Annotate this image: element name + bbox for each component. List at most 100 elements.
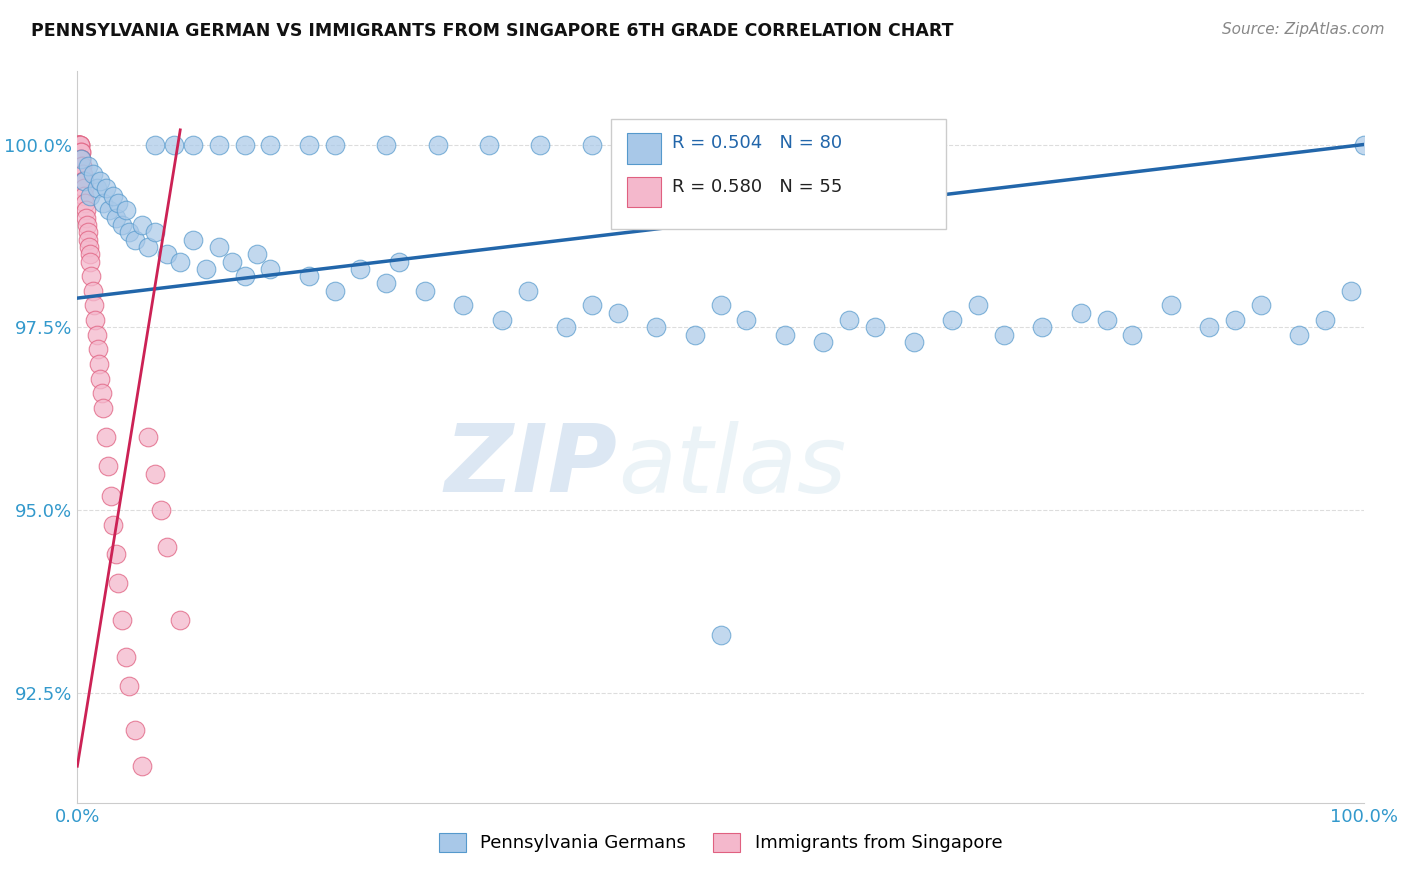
Point: [1160, 298, 1182, 312]
Point: [75, 211, 97, 225]
Point: [149, 503, 172, 517]
Point: [103, 188, 125, 202]
Point: [66, 137, 89, 152]
Point: [75, 203, 97, 218]
Point: [82, 284, 104, 298]
Point: [104, 547, 127, 561]
Point: [72, 174, 94, 188]
Point: [69, 145, 91, 159]
Point: [89, 357, 111, 371]
Point: [491, 313, 513, 327]
Text: R = 0.580   N = 55: R = 0.580 N = 55: [672, 178, 842, 196]
Point: [94, 181, 117, 195]
Point: [863, 320, 886, 334]
Point: [69, 137, 91, 152]
Point: [813, 334, 835, 349]
Point: [143, 467, 166, 481]
Legend: Pennsylvania Germans, Immigrants from Singapore: Pennsylvania Germans, Immigrants from Si…: [432, 826, 1010, 860]
Point: [298, 137, 321, 152]
Point: [1223, 313, 1247, 327]
Point: [555, 320, 578, 334]
FancyBboxPatch shape: [612, 119, 946, 228]
Point: [156, 540, 179, 554]
Point: [1031, 320, 1053, 334]
Point: [73, 196, 96, 211]
Point: [143, 137, 166, 152]
Point: [349, 261, 371, 276]
Point: [163, 137, 186, 152]
Point: [70, 152, 93, 166]
Point: [67, 137, 90, 152]
Point: [413, 284, 436, 298]
Point: [103, 517, 125, 532]
Point: [73, 174, 96, 188]
Point: [388, 254, 411, 268]
Point: [124, 233, 146, 247]
Point: [115, 203, 138, 218]
Point: [67, 137, 90, 152]
Point: [70, 152, 93, 166]
Point: [94, 430, 117, 444]
Point: [1288, 327, 1310, 342]
Text: PENNSYLVANIA GERMAN VS IMMIGRANTS FROM SINGAPORE 6TH GRADE CORRELATION CHART: PENNSYLVANIA GERMAN VS IMMIGRANTS FROM S…: [31, 22, 953, 40]
FancyBboxPatch shape: [627, 133, 661, 163]
Point: [104, 211, 127, 225]
Point: [69, 137, 91, 152]
Point: [76, 218, 98, 232]
Point: [581, 298, 603, 312]
Point: [87, 343, 110, 357]
Point: [76, 160, 98, 174]
Point: [246, 247, 269, 261]
Point: [208, 137, 231, 152]
Point: [143, 225, 166, 239]
Point: [1095, 313, 1118, 327]
Point: [67, 137, 90, 152]
Point: [478, 137, 501, 152]
Point: [735, 313, 758, 327]
Point: [136, 240, 159, 254]
Point: [323, 284, 346, 298]
Point: [72, 167, 94, 181]
Point: [90, 386, 112, 401]
Point: [259, 261, 281, 276]
FancyBboxPatch shape: [627, 177, 661, 208]
Point: [426, 137, 449, 152]
Point: [89, 174, 111, 188]
Text: Source: ZipAtlas.com: Source: ZipAtlas.com: [1222, 22, 1385, 37]
Point: [581, 137, 603, 152]
Point: [79, 247, 101, 261]
Point: [73, 181, 96, 195]
Point: [169, 254, 191, 268]
Point: [1198, 320, 1220, 334]
Point: [79, 254, 101, 268]
Point: [118, 225, 141, 239]
Point: [1315, 313, 1337, 327]
Point: [1250, 298, 1272, 312]
Text: ZIP: ZIP: [444, 420, 617, 512]
Point: [111, 218, 134, 232]
Point: [73, 188, 96, 202]
Point: [83, 298, 105, 312]
Point: [72, 167, 94, 181]
Point: [70, 160, 93, 174]
Point: [131, 218, 153, 232]
Point: [79, 188, 101, 202]
Point: [86, 327, 108, 342]
Point: [1070, 306, 1092, 320]
Point: [773, 327, 796, 342]
Point: [67, 137, 90, 152]
Point: [111, 613, 134, 627]
Point: [233, 269, 256, 284]
Point: [69, 137, 91, 152]
Point: [993, 327, 1015, 342]
Point: [1353, 137, 1375, 152]
Point: [91, 401, 114, 415]
Point: [298, 269, 321, 284]
Point: [323, 137, 346, 152]
Point: [70, 160, 93, 174]
Point: [194, 261, 217, 276]
Point: [131, 759, 153, 773]
Point: [76, 225, 98, 239]
Point: [100, 489, 122, 503]
Point: [606, 306, 628, 320]
